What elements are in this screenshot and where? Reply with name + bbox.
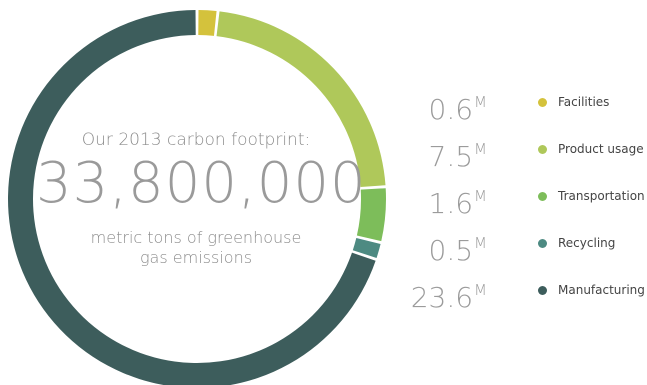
legend-dot-icon [538, 98, 547, 107]
chart-headline: Our 2013 carbon footprint: [81, 130, 311, 150]
legend-value: 0.6M [428, 93, 487, 126]
donut-slice-product-usage [216, 11, 386, 188]
legend-label: Recycling [558, 236, 616, 250]
legend-label: Facilities [558, 95, 610, 109]
legend-value: 23.6M [410, 281, 487, 314]
legend-item-facilities: 0.6M Facilities [428, 82, 645, 129]
legend-value: 1.6M [428, 187, 487, 220]
legend-item-transportation: 1.6M Transportation [428, 176, 645, 223]
donut-slice-transportation [356, 188, 386, 242]
caption-line-1: metric tons of greenhouse [90, 228, 302, 247]
legend-item-product-usage: 7.5M Product usage [428, 129, 645, 176]
legend-item-recycling: 0.5M Recycling [428, 223, 645, 270]
legend-dot-icon [538, 192, 547, 201]
caption-line-2: gas emissions [139, 248, 253, 267]
total-emissions: 33,800,000 [36, 151, 367, 216]
legend-dot-icon [538, 145, 547, 154]
chart-caption: metric tons of greenhouse gas emissions [36, 228, 356, 268]
chart-legend: 0.6M Facilities 7.5M Product usage 1.6M … [411, 82, 645, 317]
donut-slice-facilities [198, 10, 217, 36]
donut-slice-recycling [352, 238, 381, 258]
legend-dot-icon [538, 286, 547, 295]
legend-label: Product usage [558, 142, 644, 156]
legend-label: Transportation [558, 189, 645, 203]
legend-label: Manufacturing [558, 283, 645, 297]
donut-chart [8, 10, 386, 385]
legend-dot-icon [538, 239, 547, 248]
legend-item-manufacturing: 23.6M Manufacturing [411, 270, 645, 317]
legend-value: 7.5M [428, 140, 487, 173]
legend-value: 0.5M [428, 234, 487, 267]
